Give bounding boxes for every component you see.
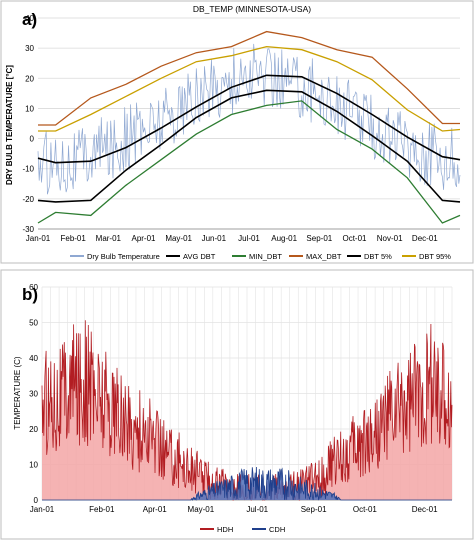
- x-tick-label: Apr-01: [143, 505, 168, 514]
- series-avg-dbt-line: [37, 74, 461, 164]
- x-tick-label: May-01: [165, 234, 192, 243]
- legend-label: DBT 95%: [419, 252, 451, 261]
- y-tick-label: 10: [25, 104, 34, 113]
- x-tick-label: Oct-01: [353, 505, 378, 514]
- panel-b-x-tick-labels: Jan-01 Feb-01 Apr-01 May-01 Jul-01 Sep-01 Oct-…: [30, 505, 438, 514]
- x-tick-label: Sep-01: [306, 234, 332, 243]
- y-tick-label: 20: [25, 74, 34, 83]
- legend-label: AVG DBT: [183, 252, 216, 261]
- y-tick-label: 30: [25, 44, 34, 53]
- panel-b-series: [41, 320, 453, 501]
- x-tick-label: Feb-01: [89, 505, 115, 514]
- y-tick-label: 40: [25, 14, 34, 23]
- y-tick-label: -20: [22, 195, 34, 204]
- panel-a-grid: [38, 17, 460, 230]
- legend-label: MIN_DBT: [249, 252, 282, 261]
- panel-b-legend: HDH CDH: [200, 525, 285, 534]
- x-tick-label: Dec-01: [412, 505, 438, 514]
- y-tick-label: 30: [29, 390, 38, 399]
- panel-a-title: DB_TEMP (MINNESOTA-USA): [193, 4, 311, 14]
- series-max-dbt-line: [38, 30, 460, 126]
- x-tick-label: May-01: [188, 505, 215, 514]
- series-dry-bulb-temperature-line: [37, 43, 461, 195]
- x-tick-label: Mar-01: [96, 234, 122, 243]
- y-tick-label: -30: [22, 225, 34, 234]
- x-tick-label: Apr-01: [131, 234, 156, 243]
- x-tick-label: Jul-01: [246, 505, 268, 514]
- legend-label: HDH: [217, 525, 233, 534]
- panel-a-y-tick-labels: -30 -20 -10 0 10 20 30 40: [22, 14, 34, 234]
- y-tick-label: 50: [29, 319, 38, 328]
- panel-b-frame: [0, 269, 474, 540]
- y-tick-label: 40: [29, 354, 38, 363]
- x-tick-label: Aug-01: [271, 234, 297, 243]
- x-tick-label: Jul-01: [238, 234, 260, 243]
- panel-a-legend: Dry Bulb Temperature AVG DBT MIN_DBT MAX_DB…: [70, 252, 451, 261]
- legend-label: MAX_DBT: [306, 252, 342, 261]
- x-tick-label: Feb-01: [60, 234, 86, 243]
- panel-b-ylabel: TEMPERATURE (C): [13, 356, 22, 430]
- y-tick-label: 20: [29, 425, 38, 434]
- series-cdh-line: [42, 466, 452, 501]
- x-tick-label: Nov-01: [377, 234, 403, 243]
- x-tick-label: Oct-01: [342, 234, 367, 243]
- panel-a-label: a): [22, 10, 37, 29]
- y-tick-label: -10: [22, 165, 34, 174]
- panel-a-ylabel: DRY BULB TEMPERATURE [°C]: [5, 65, 14, 185]
- panel-a-x-tick-labels: Jan-01 Feb-01 Mar-01 Apr-01 May-01 Jun-01 Jul-…: [26, 234, 439, 243]
- y-tick-label: 0: [30, 135, 35, 144]
- x-tick-label: Jan-01: [26, 234, 51, 243]
- legend-label: CDH: [269, 525, 285, 534]
- x-tick-label: Sep-01: [301, 505, 327, 514]
- panel-a-frame: [0, 0, 474, 264]
- series-dbt-5--line: [37, 89, 461, 203]
- legend-label: Dry Bulb Temperature: [87, 252, 160, 261]
- panel-b-y-tick-labels: 0 10 20 30 40 50 60: [29, 283, 38, 505]
- y-tick-label: 10: [29, 461, 38, 470]
- y-tick-label: 0: [34, 496, 39, 505]
- panel-b-label: b): [22, 285, 38, 304]
- x-tick-label: Jun-01: [202, 234, 227, 243]
- x-tick-label: Dec-01: [412, 234, 438, 243]
- x-tick-label: Jan-01: [30, 505, 55, 514]
- series-cdh-fill: [42, 467, 452, 500]
- y-tick-label: 60: [29, 283, 38, 292]
- legend-label: DBT 5%: [364, 252, 392, 261]
- panel-a-series: [37, 30, 461, 224]
- series-dbt-95--line: [38, 45, 461, 132]
- series-min-dbt-line: [37, 100, 461, 224]
